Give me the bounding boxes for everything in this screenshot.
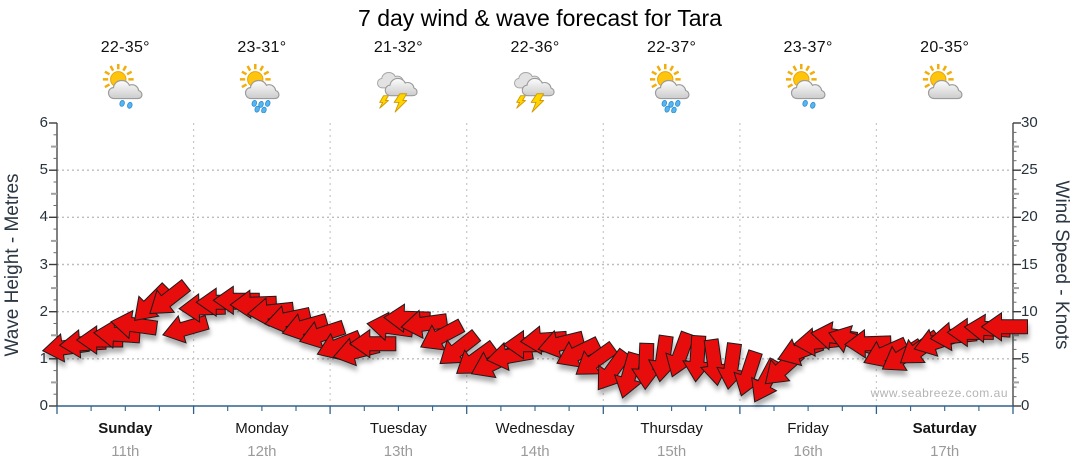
left-tick-label: 1 <box>39 349 48 367</box>
day-temp-range: 21-32° <box>373 39 423 56</box>
left-tick-label: 2 <box>39 302 48 320</box>
day-date: 15th <box>656 443 687 460</box>
wind-arrow <box>575 340 619 375</box>
day-temp-range: 23-37° <box>783 39 833 56</box>
sun-cloud-showers-icon <box>103 63 143 109</box>
lightning-glyph <box>394 93 408 113</box>
cloud-glyph <box>654 79 690 100</box>
day-temp-range: 22-35° <box>100 39 150 56</box>
wind-arrow <box>420 318 466 351</box>
raindrop-glyph <box>810 101 816 109</box>
right-axis-title: Wind Speed - Knots <box>1051 180 1072 350</box>
right-tick-label: 5 <box>1021 349 1030 367</box>
cloud-glyph <box>385 77 418 97</box>
wind-arrow <box>162 314 210 344</box>
left-axis-title: Wave Height - Metres <box>2 173 23 357</box>
lightning-glyph <box>530 93 545 113</box>
sun-cloud-rain-icon <box>239 63 280 114</box>
day-date: 16th <box>793 443 823 460</box>
day-name: Monday <box>235 420 289 437</box>
wind-arrow <box>613 351 643 399</box>
raindrop-glyph <box>119 99 126 107</box>
chart-title: 7 day wind & wave forecast for Tara <box>358 5 722 31</box>
right-tick-label: 15 <box>1021 255 1038 273</box>
raindrop-glyph <box>264 99 271 107</box>
day-name: Tuesday <box>369 420 427 437</box>
day-temp-range: 23-31° <box>237 39 287 56</box>
weather-icon <box>237 63 287 114</box>
wind-arrow-series <box>41 279 1028 403</box>
day-name: Saturday <box>912 420 977 437</box>
cloud-glyph <box>927 79 963 100</box>
weather-icon <box>647 63 697 114</box>
raindrop-glyph <box>802 99 808 107</box>
cloud-glyph <box>790 79 826 100</box>
wind-arrow <box>537 329 586 359</box>
right-tick-label: 30 <box>1021 114 1038 131</box>
weather-icon <box>510 63 560 113</box>
day-temp-range: 22-36° <box>510 39 560 56</box>
raindrop-glyph <box>664 105 670 113</box>
wind-arrow <box>439 329 482 365</box>
lightning-glyph <box>379 95 390 109</box>
right-tick-label: 20 <box>1021 208 1038 226</box>
left-tick-label: 4 <box>39 208 48 226</box>
lightning-glyph <box>516 95 526 109</box>
weather-icon <box>783 63 833 113</box>
raindrop-glyph <box>127 101 133 109</box>
wind-arrow <box>844 328 892 359</box>
cloud-glyph <box>244 79 280 100</box>
watermark: www.seabreeze.com.au <box>870 386 1008 400</box>
weather-icon <box>920 63 970 113</box>
cloud-glyph <box>108 79 143 100</box>
storm-icon <box>377 71 418 113</box>
day-date: 12th <box>247 443 277 460</box>
day-name: Friday <box>787 420 829 437</box>
right-tick-label: 25 <box>1021 161 1038 179</box>
right-tick-label: 10 <box>1021 302 1038 320</box>
wind-arrow <box>980 311 1028 342</box>
day-name: Wednesday <box>495 420 575 437</box>
raindrop-glyph <box>258 100 264 108</box>
wind-arrow <box>110 309 159 340</box>
day-name: Thursday <box>640 420 703 437</box>
sun-cloud-showers-icon <box>785 63 826 109</box>
wind-arrow <box>400 309 449 340</box>
cloud-glyph <box>521 77 555 97</box>
left-tick-label: 0 <box>39 397 48 414</box>
wind-arrow <box>556 336 603 368</box>
storm-icon <box>514 71 555 113</box>
weather-icon <box>373 63 423 113</box>
sun-cloud-rain-icon <box>649 63 690 114</box>
wind-arrow <box>149 279 192 315</box>
day-date: 17th <box>930 443 960 460</box>
day-date: 14th <box>520 443 550 460</box>
left-tick-label: 3 <box>39 255 48 273</box>
raindrop-glyph <box>667 100 674 108</box>
right-tick-label: 0 <box>1021 397 1030 414</box>
raindrop-glyph <box>251 99 257 107</box>
raindrop-glyph <box>254 105 260 113</box>
sun-cloud-icon <box>922 63 963 100</box>
day-temp-range: 22-37° <box>647 39 697 56</box>
left-tick-label: 5 <box>39 161 48 179</box>
raindrop-glyph <box>661 99 667 107</box>
day-name: Sunday <box>98 420 153 437</box>
wind-arrow <box>298 319 347 350</box>
day-temp-range: 20-35° <box>920 39 970 56</box>
left-tick-label: 6 <box>39 114 48 131</box>
raindrop-glyph <box>674 99 681 107</box>
day-date: 13th <box>383 443 413 460</box>
weather-icon <box>100 63 150 113</box>
day-date: 11th <box>111 443 140 460</box>
